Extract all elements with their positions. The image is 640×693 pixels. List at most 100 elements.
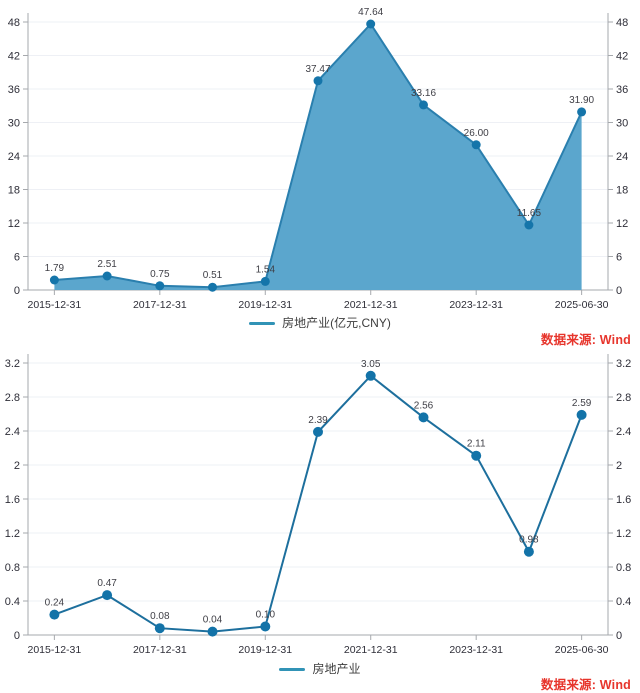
data-point-marker [102,590,113,601]
y-tick-label-right: 3.2 [616,358,631,370]
data-point-marker [154,623,165,634]
axes [27,354,609,636]
y-tick-label-right: 2 [616,460,622,472]
bottom-legend-label: 房地产业 [312,662,361,676]
y-tick-label-right: 0.8 [616,562,631,574]
y-tick-label-right: 30 [616,118,628,130]
x-tick-label: 2021-12-31 [344,299,398,311]
y-tick-label-left: 36 [8,84,20,96]
data-point-marker [576,409,587,420]
data-point-marker [471,140,481,150]
value-label: 37.47 [305,64,330,75]
data-point-marker [419,100,428,110]
y-tick-label-left: 2.8 [5,392,20,404]
data-point-marker [49,609,60,620]
x-tick-label: 2015-12-31 [28,299,82,311]
x-axis-ticks: 2015-12-31 2017-12-31 2019-12-31 2021-12-31… [28,290,609,311]
top-legend-label: 房地产业(亿元,CNY) [282,316,391,330]
data-point-marker [418,412,429,423]
value-label: 1.79 [45,263,65,274]
y-tick-label-right: 18 [616,185,628,197]
x-axis-ticks: 2015-12-31 2017-12-31 2019-12-31 2021-12-31… [28,635,609,656]
x-tick-label: 2025-06-30 [555,299,609,311]
data-point-marker [366,19,376,29]
value-label: 1.54 [256,264,276,275]
y-tick-label-left: 12 [8,218,20,230]
data-point-marker [208,282,217,292]
value-label: 2.11 [467,439,486,450]
data-source-note-bottom: 数据来源: Wind [540,678,631,692]
data-point-marker [207,626,218,637]
top-area-chart: 0 0 6 6 12 12 18 18 24 24 30 30 36 36 42 42 48 48 2015-12-… [8,7,629,311]
value-label: 0.47 [97,578,117,589]
x-tick-label: 2019-12-31 [238,644,292,656]
area-series [49,19,587,292]
data-point-marker [155,281,165,291]
y-tick-label-left: 24 [8,151,20,163]
x-tick-label: 2025-06-30 [555,644,609,656]
y-tick-label-left: 0.8 [5,562,20,574]
y-tick-label-right: 24 [616,151,628,163]
legend-line-icon [279,667,306,671]
y-tick-label-left: 18 [8,185,20,197]
value-label: 0.51 [203,270,223,281]
y-tick-label-left: 0.4 [5,596,20,608]
y-tick-label-right: 1.6 [616,494,631,506]
y-tick-label-left: 3.2 [5,358,20,370]
value-label: 3.05 [361,359,381,370]
value-label: 47.64 [358,7,383,18]
value-labels: 0.24 0.47 0.08 0.04 0.10 2.39 3.05 2.56 2.11 0.98… [45,359,592,626]
value-labels: 1.79 2.51 0.75 0.51 1.54 37.47 47.64 33.16 26.00… [45,7,595,281]
y-tick-label-right: 0 [616,630,622,642]
data-point-marker [524,220,534,230]
value-label: 0.98 [519,535,539,546]
y-tick-label-right: 0.4 [616,596,631,608]
data-point-marker [577,107,587,117]
data-source-note-top: 数据来源: Wind [540,333,631,347]
y-tick-label-left: 2 [14,460,20,472]
y-tick-label-left: 6 [14,252,20,264]
value-label: 2.51 [97,259,117,270]
x-tick-label: 2019-12-31 [238,299,292,311]
y-tick-label-left: 0 [14,630,20,642]
data-point-marker [365,370,376,381]
y-tick-label-left: 2.4 [5,426,20,438]
value-label: 0.24 [45,598,65,609]
data-point-marker [523,546,534,557]
bottom-line-chart: 0 0 0.4 0.4 0.8 0.8 1.2 1.2 1.6 1.6 2 2 2.4 2.4 2.8 2.8… [5,354,632,656]
bottom-chart-legend[interactable]: 房地产业 [0,662,640,676]
data-point-marker [260,276,270,286]
top-chart-legend[interactable]: 房地产业(亿元,CNY) [0,316,640,330]
y-tick-label-right: 36 [616,84,628,96]
y-tick-label-left: 48 [8,17,20,29]
value-label: 2.56 [414,400,434,411]
data-point-marker [102,271,112,281]
y-tick-label-right: 2.4 [616,426,631,438]
x-tick-label: 2015-12-31 [28,644,82,656]
data-point-marker [49,275,59,285]
y-tick-label-left: 1.6 [5,494,20,506]
value-label: 31.90 [569,95,594,106]
y-tick-label-right: 1.2 [616,528,631,540]
gridlines [28,362,608,602]
value-label: 33.16 [411,88,436,99]
y-tick-label-left: 1.2 [5,528,20,540]
y-tick-label-left: 42 [8,51,20,63]
data-point-marker [260,621,271,632]
area-fill [54,24,582,290]
y-tick-label-right: 0 [616,285,622,297]
y-tick-label-right: 12 [616,218,628,230]
y-tick-label-right: 6 [616,252,622,264]
y-tick-label-right: 2.8 [616,392,631,404]
value-label: 26.00 [464,128,489,139]
value-label: 0.10 [256,610,276,621]
y-tick-label-left: 30 [8,118,20,130]
data-point-marker [471,450,482,461]
data-point-marker [313,76,323,86]
y-tick-label-right: 42 [616,51,628,63]
value-label: 11.65 [517,208,542,219]
value-label: 0.75 [150,269,170,280]
x-tick-label: 2017-12-31 [133,299,187,311]
value-label: 0.04 [203,615,223,626]
y-axis-ticks: 0 0 0.4 0.4 0.8 0.8 1.2 1.2 1.6 1.6 2 2 2.4 2.4 2.8 2.8… [5,358,632,642]
